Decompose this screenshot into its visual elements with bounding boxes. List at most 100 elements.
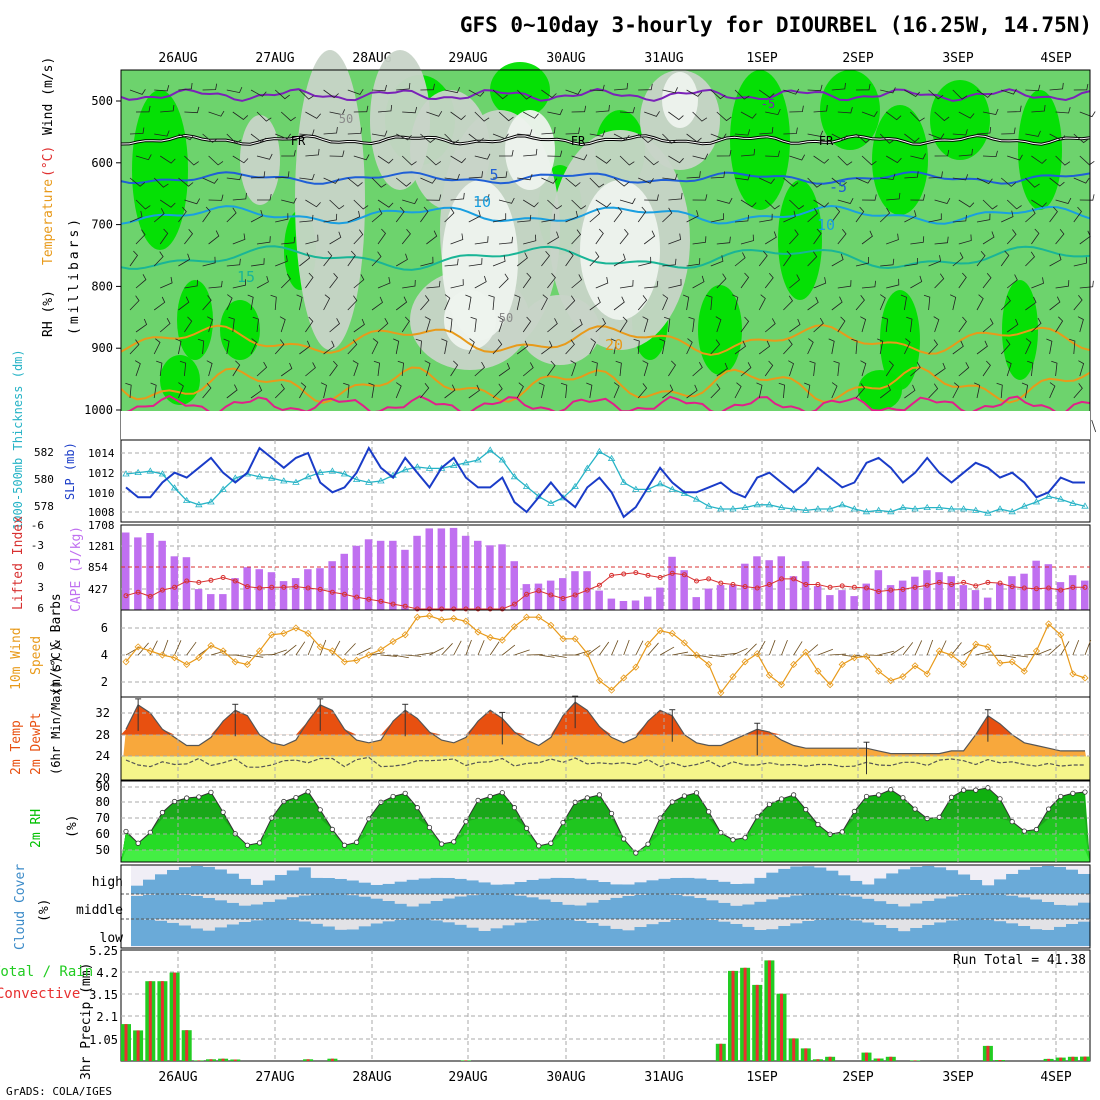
cloud-gap (1042, 894, 1055, 902)
wind-barb (982, 150, 998, 158)
wind-barb (789, 229, 799, 245)
wind-barb (275, 213, 289, 223)
cloud-cell (190, 896, 204, 919)
contour-minus5 (120, 87, 1091, 102)
cloud-gap (634, 866, 648, 883)
cloud-cell (430, 920, 444, 946)
rh2m-marker (973, 787, 979, 793)
wind-barb (855, 133, 871, 144)
thickness-marker (632, 485, 640, 492)
precip-conv-bar (986, 1045, 990, 1061)
cloud-cell (298, 921, 312, 946)
cloud-gap (406, 866, 420, 880)
wind-barb (904, 338, 911, 355)
wind10-marker (207, 641, 215, 650)
wind-barb (734, 252, 746, 267)
cloud-cell (286, 870, 300, 894)
wind10-barb (307, 640, 315, 656)
cloud-cell (478, 930, 492, 946)
wind10-marker (547, 621, 555, 629)
wind-barb (444, 133, 460, 144)
wind10-marker (231, 658, 239, 666)
wind-barb (928, 383, 939, 399)
thickness-marker (911, 505, 919, 512)
cloud-gap (934, 894, 947, 899)
lifted-index-marker (803, 582, 809, 587)
wind-barb (952, 174, 969, 181)
wind-barb (353, 154, 370, 161)
wind-barb (420, 295, 430, 311)
wind10-marker (935, 647, 943, 655)
wind-barb (710, 171, 726, 179)
wind10-label-b: Speed (29, 636, 44, 675)
wind-barb (813, 104, 828, 113)
cloud-gap (610, 894, 624, 898)
wind-barb (642, 316, 649, 333)
lifted-index-marker (1082, 584, 1088, 590)
cloud-gap (514, 919, 528, 923)
wind-barb (982, 199, 998, 210)
contour-label: FR (291, 134, 306, 148)
rh2m-marker (293, 794, 299, 801)
wind-barb (619, 155, 635, 166)
wind-barb (910, 194, 926, 201)
lifted-index-marker (1070, 584, 1076, 590)
wind-barb (377, 228, 387, 245)
wind-barb (347, 250, 356, 267)
wind-barb (498, 236, 513, 245)
thickness-marker (352, 475, 361, 483)
wind-barb (450, 192, 465, 201)
thickness-marker (292, 478, 300, 485)
precip-conv-bar (889, 1056, 893, 1061)
wind10-marker (765, 671, 773, 679)
cape-bar (826, 595, 834, 610)
wind-barb (329, 109, 346, 116)
rh-very-dry-region (662, 72, 698, 128)
wind-barb (547, 150, 563, 157)
wind-barb (837, 198, 854, 204)
cloud-cell (1054, 926, 1067, 946)
wind-barb (323, 213, 338, 223)
wind-barb (778, 382, 786, 399)
wind-barb (783, 127, 798, 135)
temp2m-hot-area (121, 702, 1090, 735)
cloud-cell (634, 882, 648, 894)
cape-bar (1020, 573, 1028, 610)
contour-label: -5 (829, 178, 847, 196)
cloud-cell (274, 899, 288, 919)
wind-barb (571, 199, 587, 210)
cloud-gap (610, 866, 624, 885)
wind-barb (837, 229, 847, 245)
rh-high-region (177, 280, 213, 360)
wind10-marker (656, 627, 664, 635)
pressure-tick-label: 500 (91, 94, 113, 108)
wind-barb (1025, 177, 1040, 188)
wind-barb (740, 199, 757, 208)
wind10-marker (292, 624, 300, 632)
wind-barb (299, 340, 311, 355)
lifted-index-marker (1058, 587, 1064, 593)
cloud-gap (1054, 919, 1067, 927)
wind-barb (885, 111, 902, 121)
cape-bar (146, 533, 154, 610)
wind-barb (541, 340, 553, 355)
wind-barb (851, 338, 858, 355)
thickness-marker (984, 509, 992, 516)
wind10-barb (417, 652, 434, 656)
rh2m-marker (851, 808, 857, 815)
precip-tick-label: 3.15 (89, 988, 118, 1002)
wind10-barb (453, 640, 462, 656)
precip-conv-bar (173, 972, 177, 1061)
cloud-label: Cloud Cover (13, 864, 28, 950)
top-date-label: 27AUG (255, 51, 294, 66)
wind10-marker (474, 628, 482, 636)
cape-bar (850, 596, 858, 610)
wind-barb (900, 294, 907, 311)
cloud-cell (1006, 895, 1019, 919)
wind-barb (565, 250, 574, 267)
wind-barb (952, 382, 960, 399)
lifted-index-marker (973, 583, 979, 589)
cape-bar (328, 561, 336, 610)
wind-barb (659, 338, 666, 355)
wind-barb (135, 229, 146, 245)
